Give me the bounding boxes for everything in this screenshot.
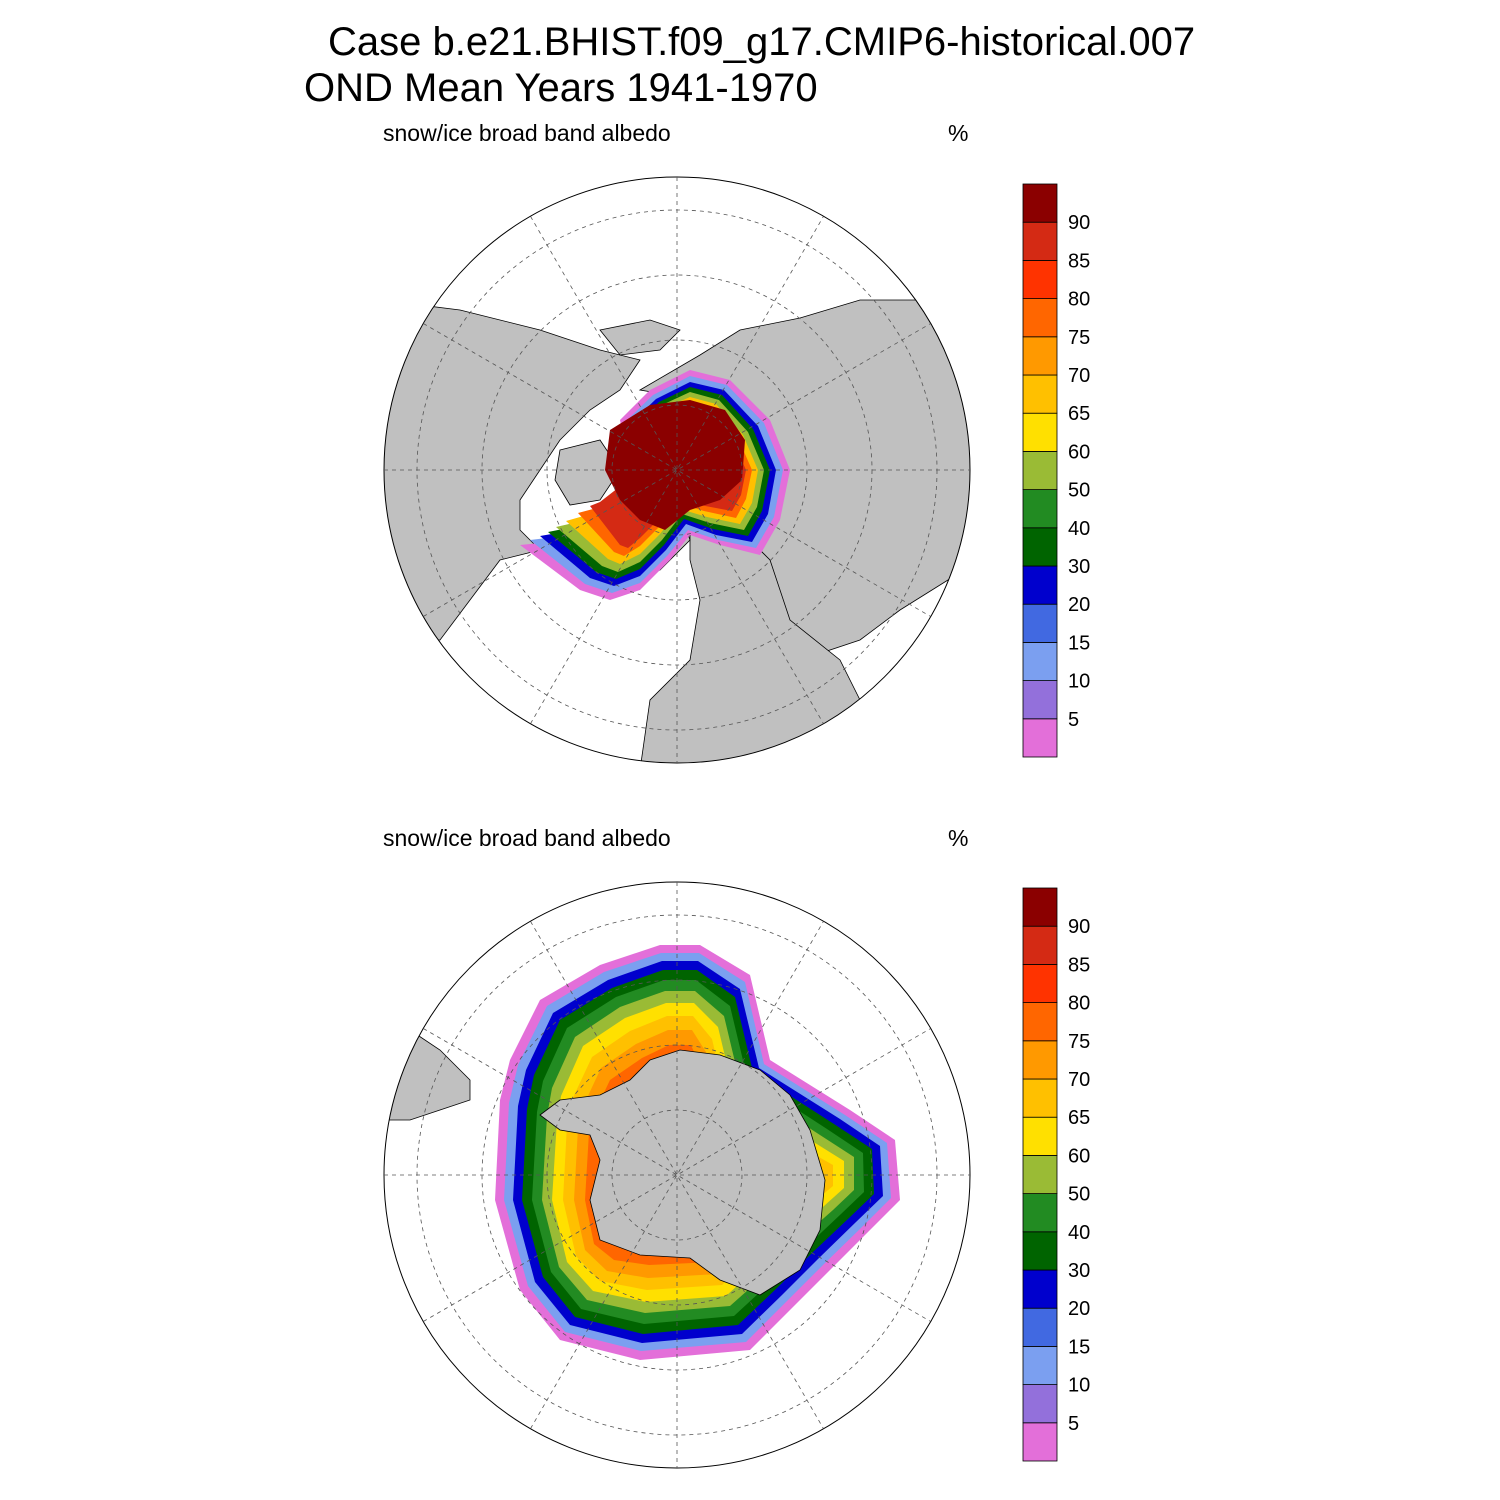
south-colorbar-label: 10	[1068, 1375, 1090, 1397]
south-colorbar-label: 50	[1068, 1184, 1090, 1206]
north-colorbar-label: 65	[1068, 403, 1090, 425]
north-colorbar-box	[1022, 298, 1058, 338]
north-land-europe	[639, 519, 861, 763]
north-colorbar-box	[1022, 450, 1058, 490]
south-polar-map	[383, 881, 971, 1469]
south-colorbar-box	[1022, 1002, 1058, 1042]
south-colorbar-box	[1022, 964, 1058, 1004]
north-colorbar-label: 90	[1068, 212, 1090, 234]
north-graticule	[384, 177, 970, 763]
title-case: Case b.e21.BHIST.f09_g17.CMIP6-historica…	[328, 20, 1196, 64]
north-colorbar-label: 60	[1068, 441, 1090, 463]
south-colorbar-box	[1022, 1040, 1058, 1080]
south-colorbar-label: 15	[1068, 1336, 1090, 1358]
north-colorbar-label: 5	[1068, 709, 1079, 731]
north-colorbar-box	[1022, 412, 1058, 452]
north-colorbar-box	[1022, 336, 1058, 376]
north-colorbar-box	[1022, 565, 1058, 605]
south-colorbar-box	[1022, 1116, 1058, 1156]
south-colorbar-label: 5	[1068, 1413, 1079, 1435]
north-land-arctic-islands	[554, 439, 621, 506]
north-colorbar-box	[1022, 183, 1058, 223]
north-colorbar-label: 85	[1068, 250, 1090, 272]
south-land-antarctica	[539, 1049, 826, 1296]
north-colorbar-label: 15	[1068, 632, 1090, 654]
south-colorbar-box	[1022, 1307, 1058, 1347]
title-period: OND Mean Years 1941-1970	[304, 66, 818, 110]
north-colorbar-box	[1022, 642, 1058, 682]
north-colorbar-label: 75	[1068, 327, 1090, 349]
south-colorbar-box	[1022, 887, 1058, 927]
north-polar-map	[383, 176, 971, 764]
south-colorbar-label: 75	[1068, 1031, 1090, 1053]
north-colorbar-label: 70	[1068, 365, 1090, 387]
south-colorbar-label: 90	[1068, 916, 1090, 938]
south-colorbar-label: 40	[1068, 1222, 1090, 1244]
south-variable-label: snow/ice broad band albedo	[383, 825, 671, 851]
north-colorbar-box	[1022, 680, 1058, 720]
south-colorbar-box	[1022, 1384, 1058, 1424]
north-units-label: %	[948, 120, 969, 146]
south-colorbar: 5 10 15 20 30 40 50 60 65 70 75 80 85 90	[1022, 887, 1090, 1462]
north-variable-label: snow/ice broad band albedo	[383, 120, 671, 146]
south-colorbar-box	[1022, 1193, 1058, 1233]
north-colorbar-label: 10	[1068, 671, 1090, 693]
south-colorbar-box	[1022, 1078, 1058, 1118]
south-colorbar-label: 85	[1068, 954, 1090, 976]
north-colorbar-box	[1022, 374, 1058, 414]
south-graticule	[384, 882, 970, 1468]
north-colorbar-label: 50	[1068, 480, 1090, 502]
south-colorbar-box	[1022, 1231, 1058, 1271]
north-colorbar: 5 10 15 20 30 40 50 60 65 70 75 80 85 90	[1022, 183, 1090, 758]
south-colorbar-label: 65	[1068, 1107, 1090, 1129]
north-colorbar-label: 80	[1068, 289, 1090, 311]
south-colorbar-box	[1022, 1346, 1058, 1386]
north-colorbar-label: 40	[1068, 518, 1090, 540]
north-land-alaska	[599, 319, 681, 356]
south-colorbar-box	[1022, 1269, 1058, 1309]
south-colorbar-label: 80	[1068, 993, 1090, 1015]
north-colorbar-box	[1022, 221, 1058, 261]
north-colorbar-box	[1022, 489, 1058, 529]
south-colorbar-label: 20	[1068, 1298, 1090, 1320]
south-units-label: %	[948, 825, 969, 851]
south-colorbar-box	[1022, 925, 1058, 965]
north-colorbar-box	[1022, 603, 1058, 643]
north-ice-core	[605, 400, 745, 530]
north-colorbar-label: 30	[1068, 556, 1090, 578]
north-colorbar-box	[1022, 718, 1058, 758]
north-colorbar-label: 20	[1068, 594, 1090, 616]
south-colorbar-box	[1022, 1155, 1058, 1195]
south-colorbar-label: 70	[1068, 1069, 1090, 1091]
south-colorbar-box	[1022, 1422, 1058, 1462]
north-colorbar-box	[1022, 527, 1058, 567]
south-colorbar-label: 60	[1068, 1145, 1090, 1167]
north-colorbar-box	[1022, 259, 1058, 299]
south-colorbar-label: 30	[1068, 1260, 1090, 1282]
